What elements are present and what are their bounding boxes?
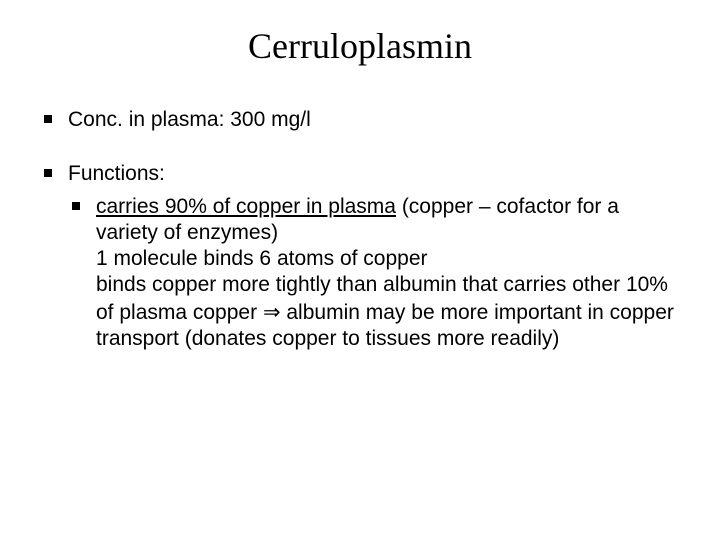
bullet-functions: Functions: carries 90% of copper in plas… [40,161,680,352]
functions-sublist: carries 90% of copper in plasma (copper … [68,194,680,247]
bullet-functions-label: Functions: [68,162,165,185]
slide: Cerruloplasmin Conc. in plasma: 300 mg/l… [0,0,720,540]
slide-title: Cerruloplasmin [40,25,680,67]
bullet-conc: Conc. in plasma: 300 mg/l [40,107,680,133]
sub-bullet-carries: carries 90% of copper in plasma (copper … [68,194,680,247]
bullet-list: Conc. in plasma: 300 mg/l Functions: car… [40,107,680,352]
bullet-conc-text: Conc. in plasma: 300 mg/l [68,108,311,131]
implies-arrow-icon: ⇒ [263,300,281,324]
cont-line-binds: binds copper more tightly than albumin t… [68,272,680,352]
carries-underlined: carries 90% of copper in plasma [96,195,396,218]
cont-line-molecule: 1 molecule binds 6 atoms of copper [68,246,680,272]
